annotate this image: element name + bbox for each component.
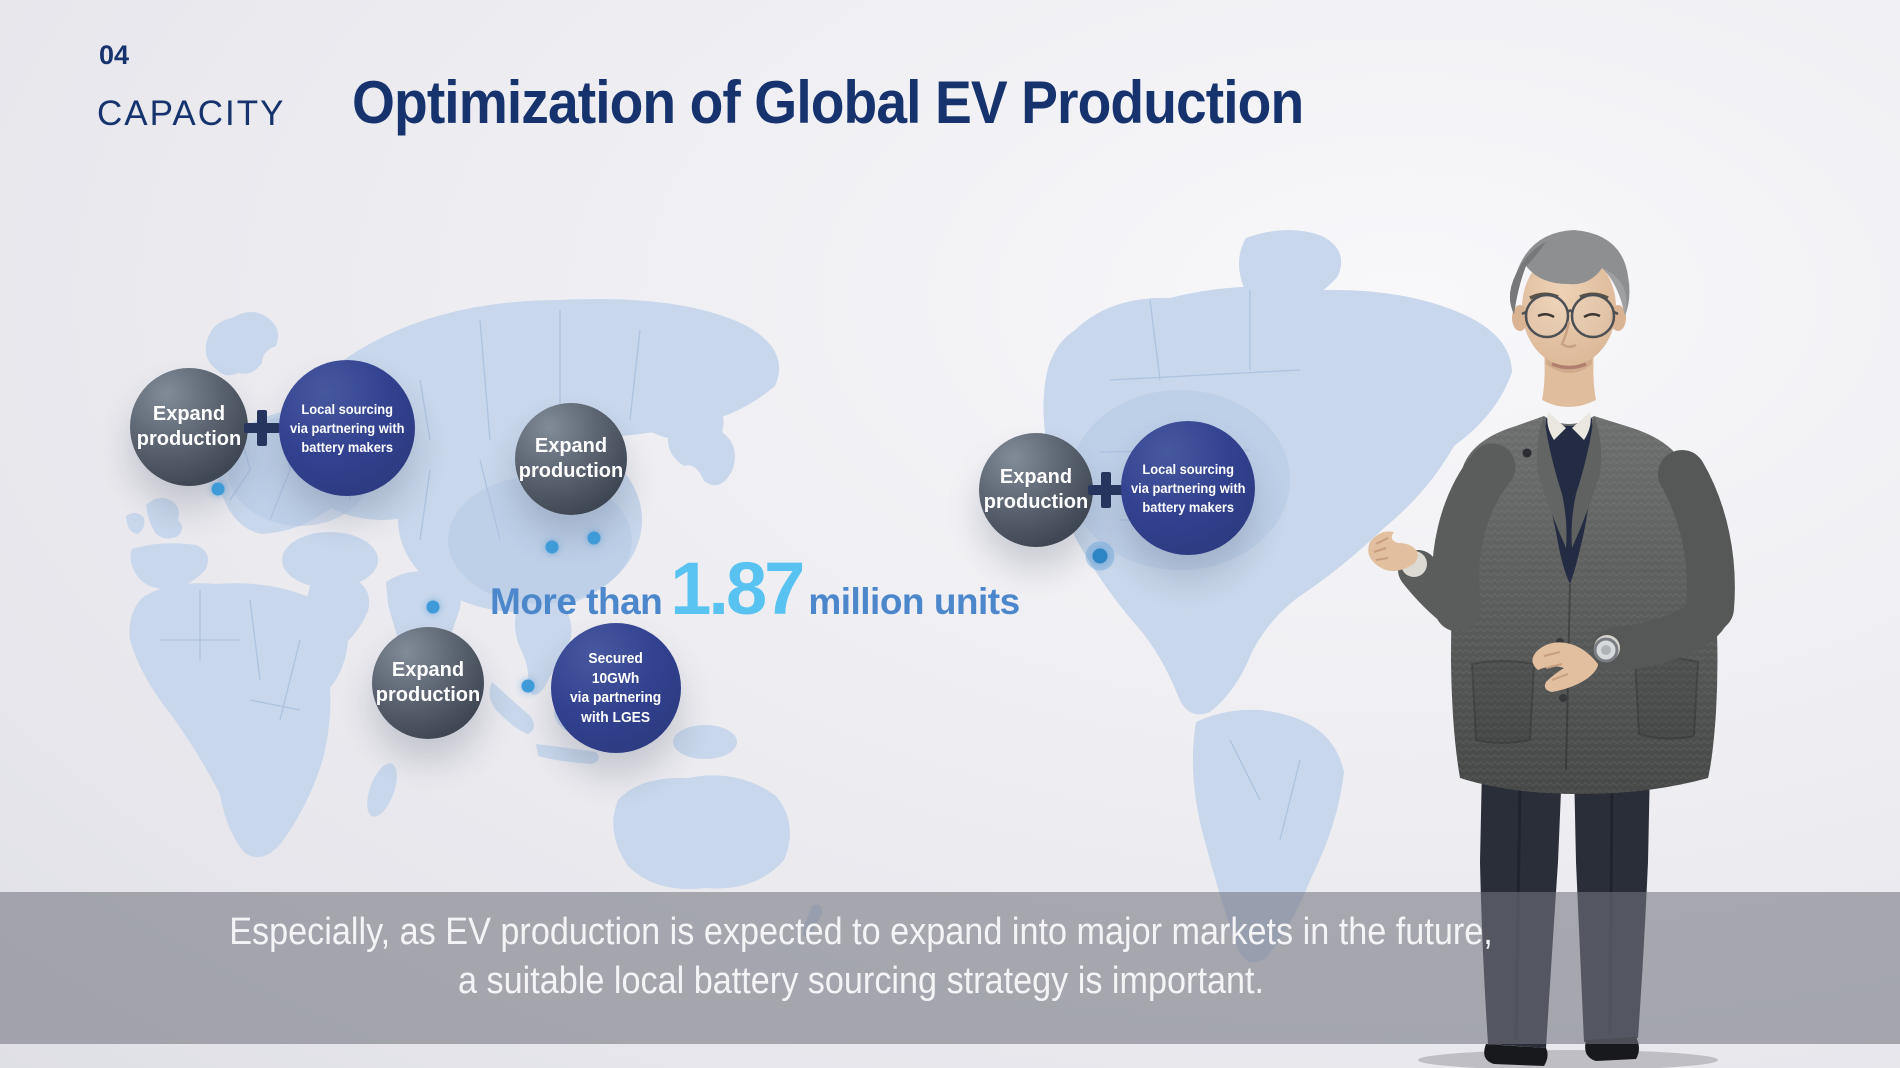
badge-label: Expand production <box>136 403 242 450</box>
marker-usa-icon <box>1092 548 1108 564</box>
marker-india-icon <box>426 600 440 614</box>
glasses-icon <box>1524 293 1570 339</box>
marker-korea-icon <box>545 540 559 554</box>
caption-line-2: a suitable local battery sourcing strate… <box>457 960 1264 1002</box>
plus-icon <box>244 410 280 446</box>
headline-suffix: million units <box>808 581 1020 622</box>
plus-icon <box>1088 472 1124 508</box>
badge-expand-production-europe: Expand production <box>130 368 248 486</box>
caption-line-1: Especially, as EV production is expected… <box>229 911 1493 953</box>
badge-local-sourcing-europe: Local sourcing via partnering with batte… <box>279 360 415 496</box>
badge-label: Secured 10GWh via partnering with LGES <box>570 650 662 726</box>
badge-expand-production-asia: Expand production <box>515 403 627 515</box>
badge-label: Local sourcing via partnering with batte… <box>289 400 405 455</box>
badge-label: Expand production <box>518 435 624 482</box>
badge-expand-production-na: Expand production <box>979 433 1093 547</box>
badge-label: Expand production <box>375 659 481 706</box>
headline-prefix: More than <box>490 581 663 622</box>
presenter-photo <box>1368 230 1735 1068</box>
marker-germany-icon <box>211 482 225 496</box>
section-label: CAPACITY <box>97 94 286 133</box>
badge-local-sourcing-na: Local sourcing via partnering with batte… <box>1121 421 1255 555</box>
caption-text: Especially, as EV production is expected… <box>86 908 1636 1006</box>
marker-indonesia-icon <box>521 679 535 693</box>
page-title: Optimization of Global EV Production <box>352 69 1304 136</box>
badge-expand-production-south: Expand production <box>372 627 484 739</box>
marker-japan-icon <box>587 531 601 545</box>
headline-more-than-units: More than 1.87 million units <box>490 546 1020 631</box>
badge-secured-10gwh: Secured 10GWh via partnering with LGES <box>551 623 681 753</box>
badge-label: Expand production <box>983 466 1089 513</box>
section-number: 04 <box>99 40 130 70</box>
badge-label: Local sourcing via partnering with batte… <box>1130 460 1246 515</box>
headline-value: 1.87 <box>670 547 805 630</box>
lapel-mic-icon <box>1522 448 1532 458</box>
caption-bar <box>0 892 1900 1044</box>
